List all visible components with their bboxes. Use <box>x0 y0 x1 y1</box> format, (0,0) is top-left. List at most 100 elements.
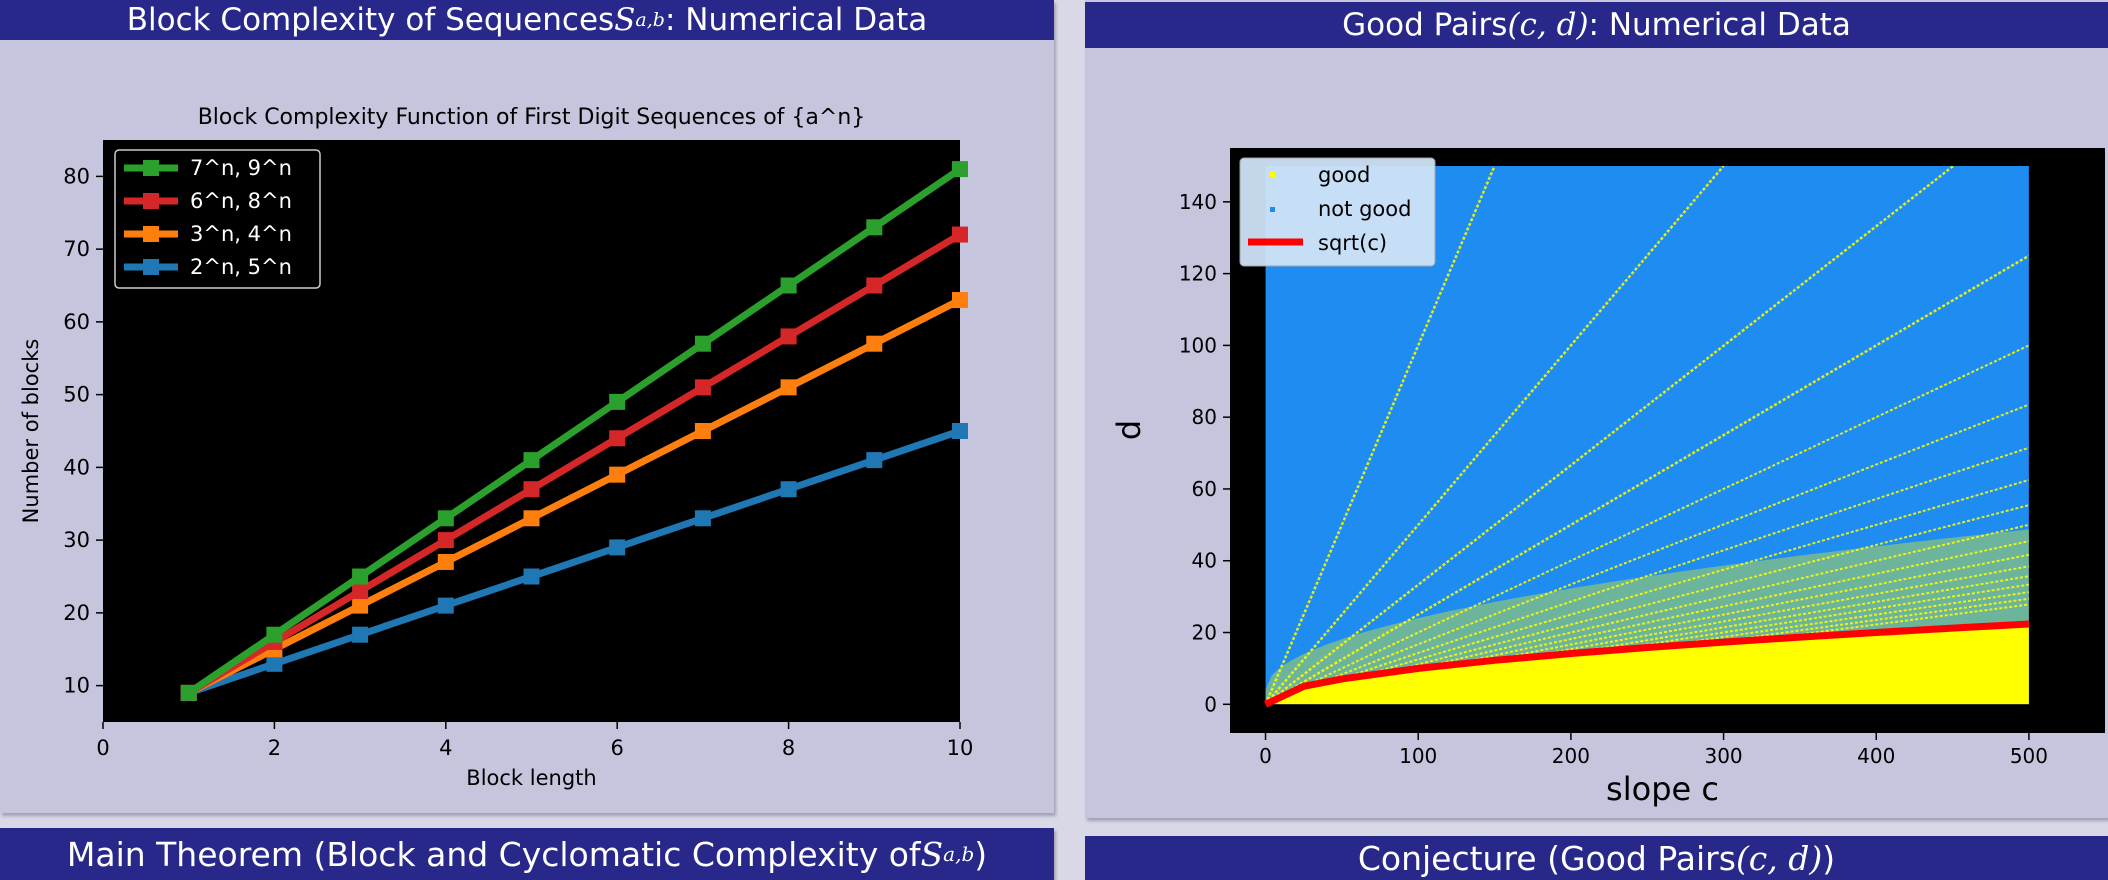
legend-box <box>114 149 321 289</box>
data-point <box>609 430 626 447</box>
data-point <box>952 292 968 309</box>
series-line <box>187 296 962 697</box>
data-point <box>180 684 197 701</box>
y-tick-label: 40 <box>1192 549 1217 573</box>
y-tick-label: 120 <box>1179 262 1217 286</box>
x-tick-label: 10 <box>947 736 974 760</box>
x-tick-label: 500 <box>2010 744 2048 768</box>
data-point <box>523 452 540 469</box>
x-tick-label: 0 <box>1259 744 1272 768</box>
legend-marker <box>1270 207 1275 212</box>
data-point <box>866 335 883 352</box>
data-point <box>523 568 540 585</box>
good-ray <box>1265 479 2029 705</box>
y-tick-label: 70 <box>63 237 90 261</box>
chart-title: Block Complexity Function of First Digit… <box>198 105 866 130</box>
data-point <box>952 161 968 178</box>
x-axis-label: slope c <box>1606 770 1719 808</box>
legend-label: not good <box>1318 197 1411 221</box>
x-tick-label: 100 <box>1399 744 1437 768</box>
data-point <box>780 277 797 294</box>
good-ray <box>1265 603 2029 705</box>
legend-marker <box>143 160 159 176</box>
data-point <box>352 568 369 585</box>
legend-marker <box>1270 172 1275 177</box>
good-ray <box>1265 254 2029 705</box>
y-axis-label: d <box>1110 420 1148 440</box>
y-tick-label: 60 <box>63 310 90 334</box>
good-pairs-panel: Good Pairs (c, d): Numerical Data 0 100 20… <box>1085 0 2108 818</box>
data-point <box>352 583 369 600</box>
y-tick-label: 10 <box>63 674 90 698</box>
legend-label: good <box>1318 163 1370 187</box>
y-tick-label: 80 <box>1192 405 1217 429</box>
legend-marker <box>143 193 159 209</box>
main-theorem-header: Main Theorem (Block and Cyclomatic Compl… <box>0 828 1054 880</box>
y-tick-label: 40 <box>63 455 90 479</box>
y-tick-label: 30 <box>63 528 90 552</box>
good-pairs-chart: 0 100 200 300 400 500 0 20 40 60 80 100 120 140 slope … <box>1110 148 2105 808</box>
data-point <box>694 379 711 396</box>
data-point <box>866 219 883 236</box>
data-point <box>609 466 626 483</box>
y-tick-label: 20 <box>63 601 90 625</box>
x-tick-label: 4 <box>439 736 452 760</box>
good-ray <box>1265 565 2029 705</box>
data-point <box>352 597 369 614</box>
legend-marker <box>143 226 159 242</box>
series-line <box>186 231 962 696</box>
data-point <box>609 539 626 556</box>
y-axis-label: Number of blocks <box>19 339 43 524</box>
data-point <box>609 393 626 410</box>
data-point <box>437 532 454 549</box>
x-tick-label: 300 <box>1704 744 1742 768</box>
block-complexity-chart: Block Complexity Function of First Digit… <box>19 105 974 790</box>
data-point <box>437 597 454 614</box>
legend-label: 6^n, 8^n <box>190 189 292 213</box>
y-tick-label: 0 <box>1204 692 1217 716</box>
x-tick-label: 6 <box>611 736 624 760</box>
legend-label: 2^n, 5^n <box>190 255 292 279</box>
data-point <box>266 655 283 672</box>
good-ray <box>1265 403 2029 705</box>
data-point <box>780 379 797 396</box>
good-ray <box>1265 575 2029 705</box>
data-point <box>437 510 454 527</box>
x-tick-label: 2 <box>268 736 281 760</box>
y-tick-label: 50 <box>63 383 90 407</box>
good-points-region <box>1265 624 2029 705</box>
legend: 7^n, 9^n 6^n, 8^n 3^n, 4^n 2^n, 5^n <box>114 149 321 289</box>
legend: good not good sqrt(c) <box>1239 157 1436 267</box>
series-line <box>186 166 962 696</box>
good-ray <box>1265 165 1955 705</box>
data-point <box>437 553 454 570</box>
data-point <box>952 423 968 439</box>
y-tick-label: 80 <box>63 164 90 188</box>
x-tick-label: 200 <box>1552 744 1590 768</box>
y-tick-label: 60 <box>1192 477 1217 501</box>
legend-marker <box>143 259 159 275</box>
x-tick-label: 0 <box>96 736 109 760</box>
data-point <box>352 626 369 643</box>
sqrt-curve <box>1264 620 2030 708</box>
x-tick-label: 8 <box>782 736 795 760</box>
data-point <box>866 452 883 469</box>
y-tick-label: 100 <box>1179 333 1217 357</box>
legend-label: 7^n, 9^n <box>190 156 292 180</box>
legend-label: sqrt(c) <box>1318 231 1387 255</box>
good-ray <box>1265 165 1496 705</box>
y-tick-label: 140 <box>1179 190 1217 214</box>
data-point <box>694 423 711 439</box>
data-point <box>266 626 283 643</box>
x-tick-label: 400 <box>1857 744 1895 768</box>
data-point <box>780 481 797 498</box>
x-axis-label: Block length <box>466 766 596 790</box>
conjecture-header: Conjecture (Good Pairs (c, d)) <box>1085 836 2108 880</box>
good-ray <box>1265 344 2029 705</box>
data-point <box>780 328 797 345</box>
y-tick-label: 20 <box>1192 621 1217 645</box>
good-ray <box>1265 165 1725 705</box>
legend-label: 3^n, 4^n <box>190 222 292 246</box>
